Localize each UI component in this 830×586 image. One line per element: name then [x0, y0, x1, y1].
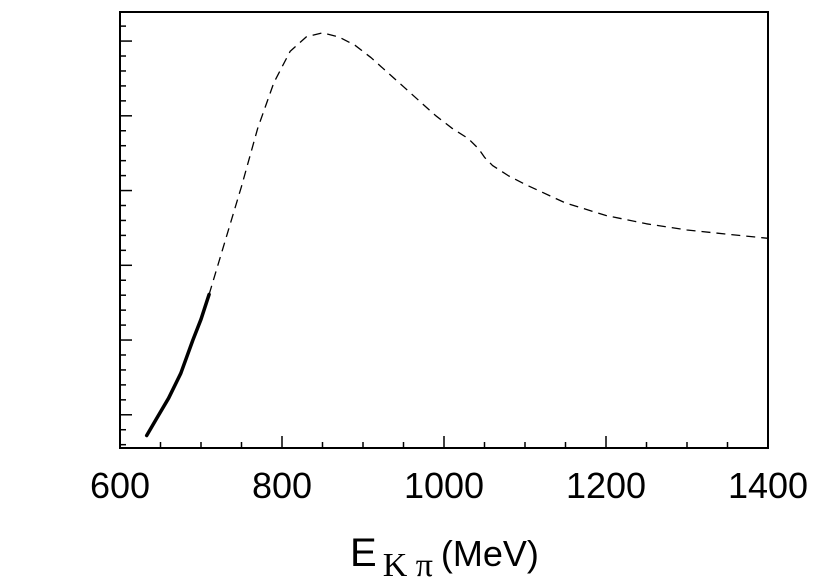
x-tick-label: 600 — [90, 465, 150, 506]
x-tick-label: 1000 — [404, 465, 484, 506]
solid-series-line — [144, 292, 211, 438]
x-axis-label-main: E — [350, 531, 377, 575]
plot-frame — [119, 11, 769, 449]
x-tick-label: 800 — [252, 465, 312, 506]
x-tick-label: 1200 — [566, 465, 646, 506]
x-tick-labels: 600 800 1000 1200 1400 — [90, 465, 808, 506]
x-axis-label-unit: (MeV) — [441, 533, 539, 574]
minor-ticks — [120, 25, 729, 448]
x-axis-label-sub: K π — [383, 547, 433, 584]
major-ticks — [119, 40, 769, 448]
x-tick-label: 1400 — [728, 465, 808, 506]
series-group — [144, 32, 769, 438]
x-axis-label: E K π (MeV) — [350, 531, 539, 584]
dashed-series-line — [208, 32, 769, 295]
